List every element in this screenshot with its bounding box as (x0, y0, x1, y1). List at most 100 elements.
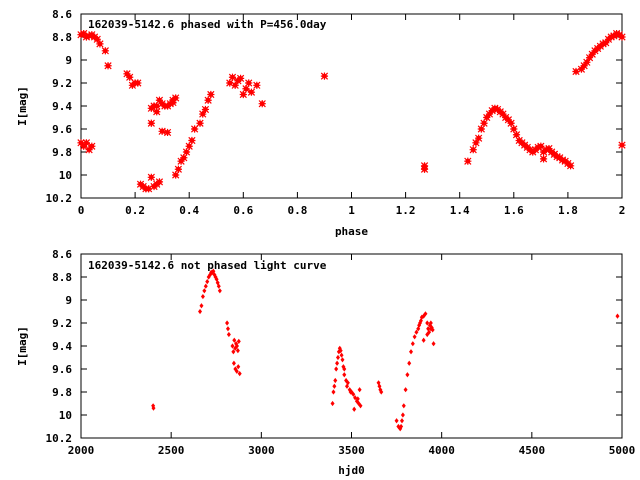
y-tick-label: 9.2 (52, 317, 72, 330)
data-point (351, 391, 356, 397)
data-point (232, 337, 237, 343)
chart-title: 162039-5142.6 not phased light curve (88, 259, 327, 272)
data-point (236, 364, 241, 370)
data-point (342, 372, 347, 378)
data-point (147, 104, 155, 112)
data-point (234, 368, 239, 374)
data-point (231, 360, 236, 366)
data-point (226, 79, 234, 87)
data-point (401, 403, 406, 409)
data-point (236, 74, 245, 83)
x-tick-label: 5000 (609, 444, 636, 457)
data-point (199, 303, 204, 309)
chart-title: 162039-5142.6 phased with P=456.0day (88, 18, 327, 31)
data-point (258, 100, 266, 108)
data-point (475, 134, 483, 142)
data-point (158, 127, 166, 135)
data-point (618, 141, 626, 149)
data-point (180, 154, 188, 162)
data-point (236, 338, 241, 344)
data-point (334, 366, 339, 372)
data-point (330, 400, 335, 407)
x-tick-label: 3500 (338, 444, 365, 457)
data-point (228, 73, 237, 81)
data-point (151, 403, 156, 409)
y-tick-label: 9.2 (52, 77, 72, 90)
y-tick-label: 9.8 (52, 386, 72, 399)
data-point (539, 155, 548, 163)
data-point (357, 387, 362, 393)
data-point (151, 405, 156, 411)
data-point (208, 272, 213, 278)
y-tick-label: 9.6 (52, 363, 72, 376)
x-tick-label: 0.6 (233, 204, 253, 217)
data-point (339, 352, 344, 358)
data-point (169, 98, 177, 107)
data-point (147, 173, 155, 181)
data-series (151, 268, 620, 432)
data-point (201, 105, 210, 114)
data-point (512, 131, 521, 139)
data-point (202, 288, 207, 294)
data-point (225, 326, 230, 332)
y-tick-label: 8.8 (52, 31, 72, 44)
x-tick-label: 3000 (248, 444, 275, 457)
data-point (340, 357, 345, 363)
data-point (234, 343, 239, 349)
data-point (203, 283, 208, 289)
data-point (153, 102, 161, 110)
data-point (510, 125, 518, 133)
x-tick-label: 0 (78, 204, 85, 217)
y-tick-label: 8.6 (52, 8, 72, 21)
data-point (217, 288, 222, 294)
x-tick-label: 2000 (68, 444, 95, 457)
data-point (400, 412, 405, 418)
data-point (163, 102, 172, 110)
data-point (418, 318, 423, 324)
data-point (242, 85, 250, 93)
data-point (425, 320, 430, 326)
data-point (198, 308, 203, 315)
unphased-light-curve-panel: 2000 2500 3000 3500 4000 4500 5000 8.6 8.8 9 9.2 9.… (16, 248, 635, 477)
data-point (394, 418, 399, 424)
y-tick-label: 8.8 (52, 271, 72, 284)
data-point (230, 343, 235, 349)
data-point (214, 276, 219, 282)
y-tick-label: 10 (59, 409, 72, 422)
data-point (409, 349, 414, 355)
x-tick-label: 0.2 (125, 204, 145, 217)
y-axis-label: I[mag] (16, 86, 29, 126)
y-tick-label: 9.8 (52, 146, 72, 159)
data-point (572, 67, 580, 76)
data-point (216, 283, 221, 289)
data-point (469, 146, 477, 154)
data-point (182, 148, 191, 156)
x-tick-label: 1 (348, 204, 355, 217)
data-point (566, 162, 575, 170)
data-point (550, 150, 558, 158)
data-point (403, 387, 408, 393)
data-point (338, 348, 343, 354)
data-point (405, 372, 410, 378)
data-point (431, 341, 436, 347)
data-point (337, 345, 342, 351)
data-point (332, 383, 337, 389)
data-point (331, 389, 336, 395)
data-point (421, 313, 426, 319)
data-point (231, 81, 239, 89)
data-point (320, 72, 329, 80)
data-point (477, 125, 485, 133)
data-point (245, 79, 253, 87)
x-tick-label: 0.4 (179, 204, 199, 217)
data-point (410, 341, 415, 347)
data-point (423, 311, 428, 317)
data-point (185, 142, 193, 150)
data-point (155, 178, 164, 186)
data-point (379, 389, 384, 395)
y-tick-label: 9.4 (52, 100, 72, 113)
data-point (430, 327, 435, 333)
x-tick-label: 0.8 (287, 204, 307, 217)
data-point (414, 329, 419, 335)
data-point (428, 326, 433, 332)
y-tick-label: 9 (65, 54, 72, 67)
